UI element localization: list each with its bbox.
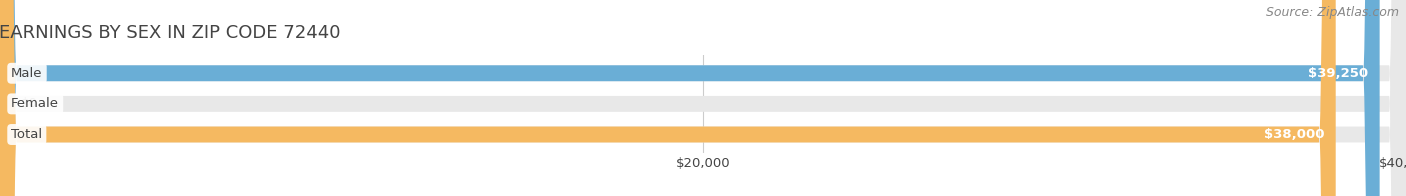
Text: Male: Male: [11, 67, 42, 80]
Text: Source: ZipAtlas.com: Source: ZipAtlas.com: [1265, 6, 1399, 19]
Text: Female: Female: [11, 97, 59, 110]
FancyBboxPatch shape: [0, 0, 1336, 196]
Text: EARNINGS BY SEX IN ZIP CODE 72440: EARNINGS BY SEX IN ZIP CODE 72440: [0, 24, 340, 42]
Text: $39,250: $39,250: [1308, 67, 1368, 80]
Text: $0: $0: [21, 97, 38, 110]
Text: Total: Total: [11, 128, 42, 141]
Text: $38,000: $38,000: [1264, 128, 1324, 141]
